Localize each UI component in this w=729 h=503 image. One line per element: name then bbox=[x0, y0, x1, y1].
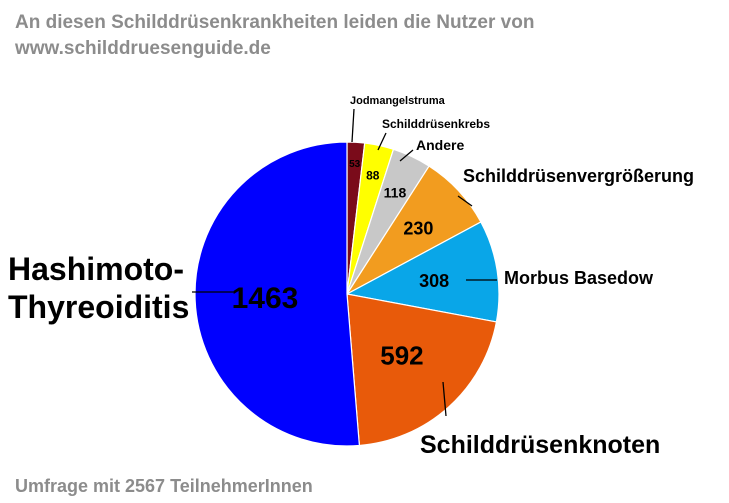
chart-title: An diesen Schilddrüsenkrankheiten leiden… bbox=[15, 12, 535, 59]
label-andere: Andere bbox=[416, 137, 464, 153]
label-schilddruesenkrebs: Schilddrüsenkrebs bbox=[382, 117, 490, 131]
pie-slice-morbus-basedow bbox=[345, 221, 500, 323]
label-schilddruesenknoten: Schilddrüsenknoten bbox=[420, 431, 660, 459]
label-schilddruesenvergroesserung: Schilddrüsenvergrößerung bbox=[463, 166, 694, 186]
value-jodmangelstruma: 53 bbox=[349, 159, 361, 170]
value-schilddruesenvergroesserung: 230 bbox=[403, 218, 433, 238]
leader-line-schilddruesenvergroesserung bbox=[457, 195, 473, 207]
survey-note: Umfrage mit 2567 TeilnehmerInnen bbox=[15, 476, 313, 496]
value-andere: 118 bbox=[384, 184, 407, 200]
value-hashimoto-thyreoiditis: 1463 bbox=[232, 282, 299, 315]
value-schilddruesenkrebs: 88 bbox=[366, 168, 380, 182]
leader-line-schilddruesenkrebs bbox=[377, 132, 387, 151]
leader-line-andere bbox=[399, 149, 414, 162]
pie-slice-hashimoto-thyreoiditis bbox=[194, 141, 361, 447]
label-hashimoto-thyreoiditis: Hashimoto-Thyreoiditis bbox=[8, 251, 189, 325]
leader-line-schilddruesenknoten bbox=[442, 381, 447, 417]
label-morbus-basedow: Morbus Basedow bbox=[504, 268, 654, 288]
leader-line-jodmangelstruma bbox=[351, 108, 355, 143]
label-jodmangelstruma: Jodmangelstruma bbox=[350, 95, 446, 107]
value-morbus-basedow: 308 bbox=[419, 271, 449, 291]
value-schilddruesenknoten: 592 bbox=[380, 340, 423, 370]
pie-slice-schilddruesenknoten bbox=[346, 293, 498, 447]
